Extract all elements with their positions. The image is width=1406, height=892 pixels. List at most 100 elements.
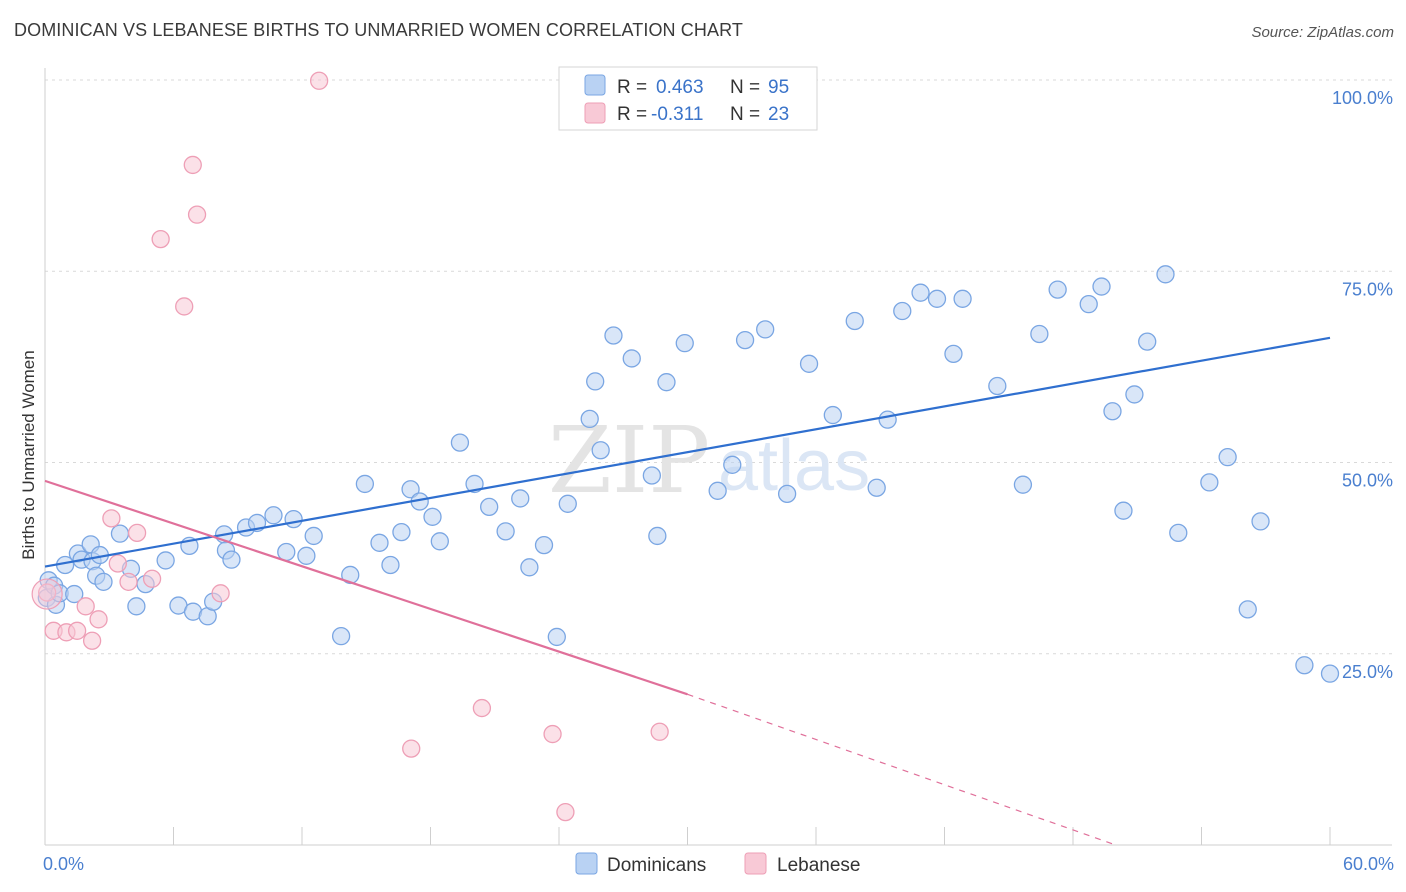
- data-point-dominicans: [401, 480, 420, 499]
- data-point-dominicans: [355, 474, 375, 494]
- data-point-lebanese: [543, 724, 562, 744]
- data-point-dominicans: [284, 509, 303, 529]
- y-tick-label: 75.0%: [1342, 279, 1393, 299]
- data-point-dominicans: [110, 524, 130, 543]
- data-point-dominicans: [622, 349, 641, 368]
- data-point-dominicans: [222, 550, 241, 569]
- data-point-dominicans: [591, 441, 610, 460]
- y-axis-label: Births to Unmarried Women: [19, 350, 38, 559]
- legend-swatch-lebanese: [584, 102, 606, 124]
- data-point-lebanese: [211, 584, 230, 603]
- trend-line-lebanese: [44, 479, 688, 696]
- data-point-lebanese: [650, 722, 669, 741]
- legend-r-value-dominicans: 0.463: [656, 77, 704, 98]
- data-point-dominicans: [511, 489, 530, 508]
- data-point-dominicans: [341, 565, 360, 585]
- data-point-dominicans: [845, 311, 864, 331]
- legend-r-value-lebanese: -0.311: [651, 104, 703, 125]
- data-point-dominicans: [988, 376, 1007, 396]
- data-point-dominicans: [534, 535, 554, 555]
- data-point-dominicans: [450, 433, 470, 452]
- bottom-legend-swatch-dominicans: [575, 852, 598, 875]
- data-point-dominicans: [1092, 277, 1111, 296]
- data-point-dominicans: [297, 546, 316, 565]
- legend-swatch-dominicans: [584, 74, 606, 96]
- data-point-dominicans: [777, 484, 797, 504]
- data-point-dominicans: [1138, 332, 1157, 351]
- data-point-dominicans: [953, 289, 972, 308]
- data-point-lebanese-cluster: [31, 578, 63, 610]
- data-point-lebanese: [102, 509, 121, 528]
- bottom-legend-swatch-lebanese: [744, 852, 767, 875]
- axes: [44, 68, 1392, 846]
- data-point-lebanese: [151, 229, 170, 249]
- data-point-dominicans: [878, 410, 897, 429]
- data-point-dominicans: [1169, 523, 1188, 543]
- x-tick-label: 60.0%: [1343, 854, 1394, 874]
- data-point-dominicans: [480, 497, 499, 517]
- data-point-lebanese: [127, 523, 147, 543]
- data-point-dominicans: [465, 474, 484, 494]
- data-point-dominicans: [799, 354, 819, 373]
- data-point-dominicans: [604, 326, 623, 345]
- data-point-lebanese: [89, 610, 108, 629]
- data-point-dominicans: [370, 533, 389, 552]
- data-point-dominicans: [392, 522, 411, 542]
- y-tick-label: 25.0%: [1342, 662, 1393, 682]
- data-point-lebanese: [187, 205, 207, 224]
- x-tick-label: 0.0%: [43, 854, 84, 874]
- data-point-lebanese: [37, 583, 57, 602]
- y-tick-label: 100.0%: [1332, 88, 1393, 108]
- trend-line-lebanese-extension: [687, 693, 1117, 846]
- data-point-dominicans: [675, 334, 694, 353]
- bottom-legend-label-dominicans: Dominicans: [607, 855, 706, 876]
- grid: [45, 79, 1392, 655]
- data-point-dominicans: [642, 466, 662, 485]
- data-point-lebanese: [556, 802, 575, 822]
- legend-n-label-dominicans: N =: [730, 77, 760, 98]
- data-point-dominicans: [708, 481, 727, 500]
- data-point-dominicans: [1218, 447, 1237, 467]
- source-label: Source: ZipAtlas.com: [1251, 24, 1394, 41]
- data-point-dominicans: [867, 478, 886, 497]
- data-point-lebanese: [402, 739, 421, 758]
- data-point-dominicans: [911, 283, 930, 302]
- data-point-dominicans: [1238, 600, 1257, 619]
- legend-r-label-dominicans: R =: [617, 77, 647, 98]
- data-point-dominicans: [580, 409, 599, 429]
- data-point-dominicans: [1103, 402, 1122, 421]
- data-point-dominicans: [331, 627, 351, 646]
- trend-lines: [44, 336, 1331, 846]
- data-point-dominicans: [723, 455, 742, 474]
- y-tick-label: 50.0%: [1342, 471, 1393, 491]
- data-point-dominicans: [65, 584, 84, 604]
- data-point-dominicans: [156, 551, 175, 570]
- watermark-zip: ZIP: [548, 407, 710, 514]
- data-point-dominicans: [127, 597, 146, 616]
- data-point-dominicans: [520, 558, 539, 577]
- trend-line-dominicans: [44, 336, 1331, 568]
- data-point-lebanese: [183, 155, 202, 175]
- data-point-dominicans: [735, 330, 755, 350]
- data-point-lebanese: [82, 631, 102, 650]
- data-point-dominicans: [944, 344, 963, 364]
- legend-top: R = 0.463 N = 95 R = -0.311 N = 23: [558, 66, 818, 131]
- bottom-legend-label-lebanese: Lebanese: [777, 855, 860, 876]
- data-point-dominicans: [558, 494, 577, 513]
- data-point-dominicans: [496, 522, 515, 541]
- data-point-dominicans: [430, 532, 449, 551]
- chart-title: DOMINICAN VS LEBANESE BIRTHS TO UNMARRIE…: [14, 20, 743, 40]
- data-point-dominicans: [1251, 512, 1270, 531]
- data-point-lebanese: [108, 554, 127, 573]
- data-point-lebanese: [472, 698, 492, 718]
- data-point-dominicans: [381, 555, 400, 575]
- data-point-dominicans: [1013, 475, 1033, 494]
- legend-n-value-dominicans: 95: [768, 77, 789, 98]
- data-point-lebanese: [142, 569, 162, 588]
- data-point-dominicans: [423, 507, 442, 526]
- data-point-lebanese: [175, 297, 194, 316]
- data-point-dominicans: [1048, 280, 1067, 299]
- data-point-dominicans: [547, 627, 566, 647]
- data-point-lebanese: [67, 621, 87, 640]
